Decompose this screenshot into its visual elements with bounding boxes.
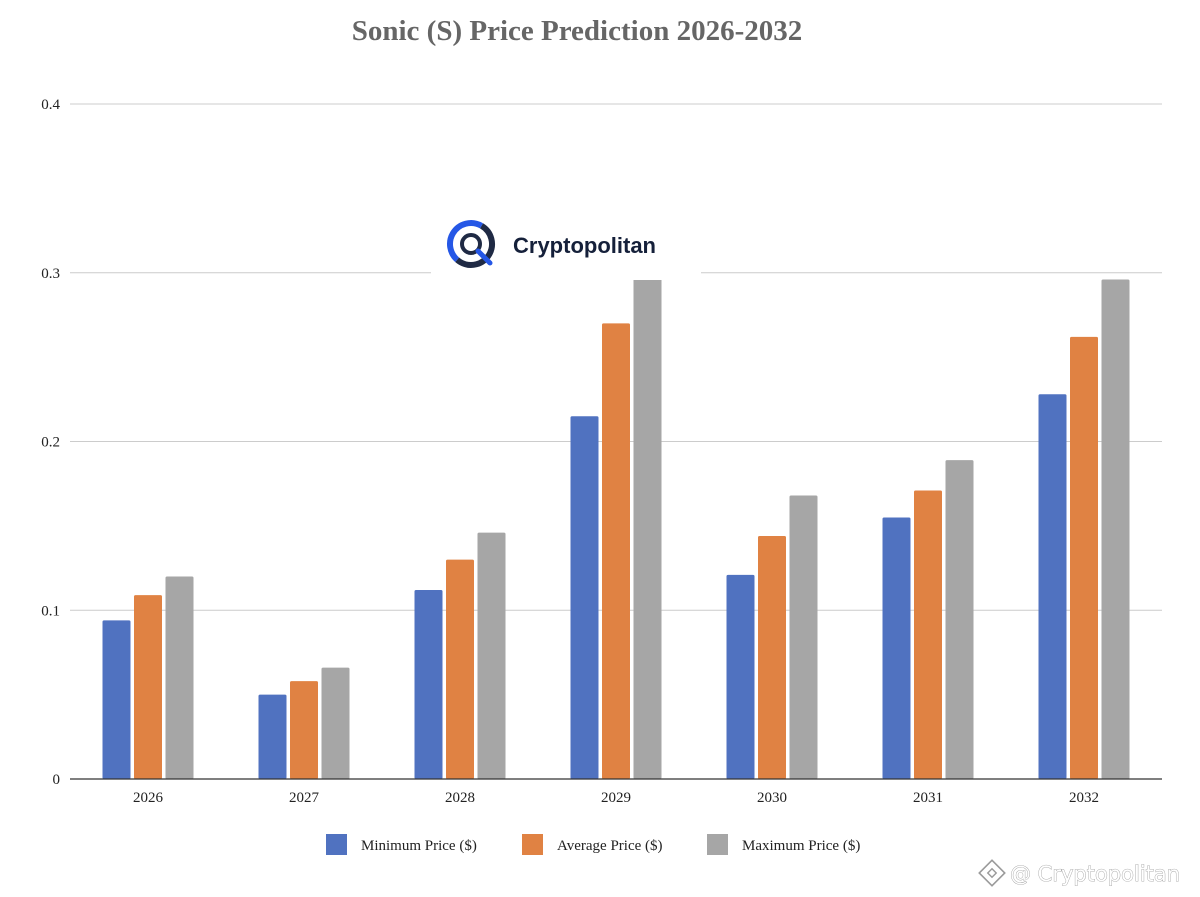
y-tick-label: 0	[53, 772, 61, 788]
bar-2032-s1	[1070, 336, 1098, 779]
watermark: @ Cryptopolitan	[978, 859, 1180, 887]
bar-2027-s1	[290, 681, 318, 779]
bar-2029-s2	[633, 267, 662, 779]
legend-swatch	[707, 834, 728, 855]
x-tick-label: 2029	[601, 790, 631, 806]
bar-2031-s0	[882, 517, 911, 779]
diamond-logo-icon	[978, 859, 1006, 887]
bar-2029-s1	[602, 323, 630, 779]
bar-2026-s0	[102, 620, 131, 779]
y-tick-label: 0.1	[41, 603, 60, 619]
x-tick-label: 2031	[913, 790, 943, 806]
bar-2028-s0	[414, 590, 443, 779]
legend-swatch	[326, 834, 347, 855]
x-tick-label: 2030	[757, 790, 787, 806]
bar-2029-s0	[570, 416, 599, 779]
logo-text: Cryptopolitan	[513, 233, 656, 258]
bar-2032-s0	[1038, 394, 1067, 779]
bar-2032-s2	[1101, 279, 1130, 779]
bar-2026-s1	[134, 595, 162, 779]
bars	[102, 267, 1130, 779]
bar-2027-s0	[258, 694, 287, 779]
legend-swatch	[522, 834, 543, 855]
chart-title: Sonic (S) Price Prediction 2026-2032	[352, 15, 803, 47]
x-axis-ticks: 2026 2027 2028 2029 2030 2031 2032	[133, 790, 1099, 806]
y-tick-label: 0.4	[41, 97, 60, 113]
bar-2031-s2	[945, 460, 974, 779]
cryptopolitan-logo-icon	[447, 220, 495, 269]
watermark-text: @ Cryptopolitan	[1010, 862, 1180, 886]
bar-2030-s2	[789, 495, 818, 779]
bar-2031-s1	[914, 490, 942, 779]
bar-2027-s2	[321, 667, 350, 779]
legend-label: Average Price ($)	[557, 838, 663, 854]
legend: Minimum Price ($) Average Price ($) Maximu…	[326, 834, 860, 855]
legend-label: Maximum Price ($)	[742, 838, 860, 854]
legend-label: Minimum Price ($)	[361, 838, 477, 854]
bar-2026-s2	[165, 576, 194, 779]
x-tick-label: 2032	[1069, 790, 1099, 806]
x-tick-label: 2027	[289, 790, 320, 806]
x-tick-label: 2026	[133, 790, 164, 806]
bar-2030-s0	[726, 574, 755, 779]
y-tick-label: 0.2	[41, 435, 60, 451]
y-tick-label: 0.3	[41, 266, 60, 282]
bar-2028-s2	[477, 532, 506, 779]
y-axis-ticks: 0 0.1 0.2 0.3 0.4	[41, 97, 60, 788]
bar-2030-s1	[758, 536, 786, 779]
cryptopolitan-logo: Cryptopolitan	[431, 209, 701, 280]
x-tick-label: 2028	[445, 790, 475, 806]
bar-2028-s1	[446, 559, 474, 779]
